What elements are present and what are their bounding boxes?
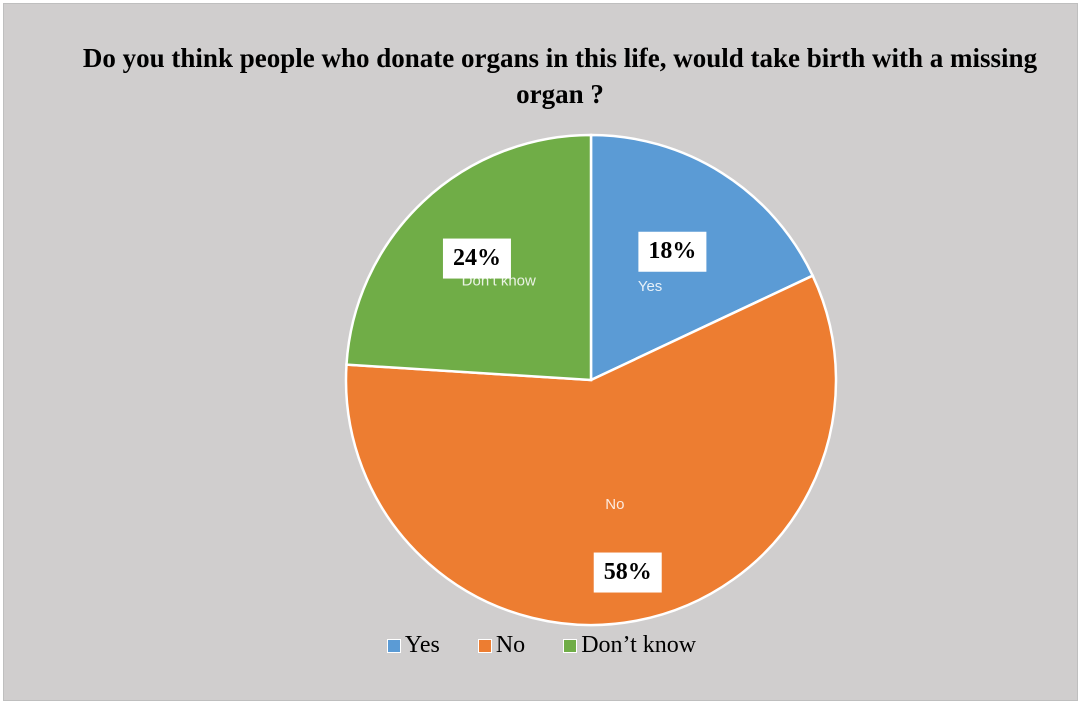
data-label-don-t-know: 24%	[453, 245, 501, 271]
chart-title: Do you think people who donate organs in…	[82, 43, 1038, 109]
data-label-box-don-t-know	[442, 238, 511, 279]
data-labels: 18% 58% 24%	[442, 231, 707, 593]
data-label-yes: 18%	[648, 238, 696, 264]
pie-slice-no	[344, 274, 838, 627]
legend: Yes No Don’t know	[0, 632, 1083, 659]
data-label-no: 58%	[604, 559, 652, 585]
legend-swatch-yes	[386, 638, 401, 653]
legend-item-no: No	[477, 632, 526, 659]
legend-swatch-no	[477, 638, 492, 653]
legend-label-yes: Yes	[404, 632, 440, 658]
category-label-no: No	[605, 496, 624, 513]
legend-item-dont-know: Don’t know	[563, 632, 696, 659]
legend-swatch-dont-know	[563, 638, 578, 653]
category-label-yes: Yes	[638, 278, 662, 295]
legend-label-dont-know: Don’t know	[581, 632, 697, 658]
legend-label-no: No	[495, 632, 526, 658]
pie-slices	[344, 133, 838, 627]
data-label-box-yes	[638, 231, 707, 272]
legend-item-yes: Yes	[386, 632, 440, 659]
data-label-box-no	[593, 552, 662, 593]
